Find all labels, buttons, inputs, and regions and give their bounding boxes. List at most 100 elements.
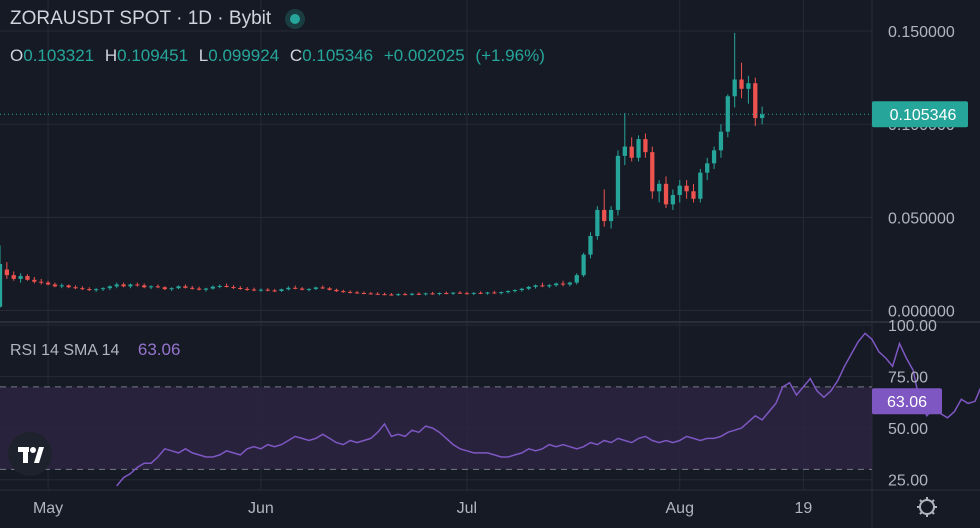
candle-body bbox=[444, 293, 449, 295]
candle-body bbox=[554, 283, 559, 286]
rsi-value: 63.06 bbox=[137, 340, 181, 359]
candle-body bbox=[272, 290, 277, 292]
candle-body bbox=[238, 288, 243, 289]
candle-body bbox=[547, 285, 552, 287]
candle-body bbox=[100, 288, 106, 290]
candle-body bbox=[608, 209, 614, 222]
separator: · bbox=[176, 8, 188, 29]
x-tick-label: Jul bbox=[457, 500, 477, 517]
rsi-line-series bbox=[116, 332, 980, 487]
candle-body bbox=[128, 284, 133, 287]
candle-body bbox=[512, 290, 518, 292]
rsi-label: RSI bbox=[10, 342, 37, 359]
candle-body bbox=[114, 284, 119, 287]
candle-body bbox=[142, 285, 147, 288]
gear-tooth bbox=[919, 499, 923, 503]
candle-body bbox=[574, 275, 579, 283]
candle-body bbox=[93, 289, 99, 291]
candle-body bbox=[190, 287, 195, 289]
candle-body bbox=[32, 279, 37, 282]
rsi-tick-label: 100.00 bbox=[888, 318, 937, 335]
candle-body bbox=[526, 286, 531, 289]
candle-body bbox=[382, 294, 387, 296]
x-tick-label: 19 bbox=[794, 500, 812, 517]
candle-body bbox=[581, 254, 586, 276]
candle-body bbox=[711, 150, 717, 164]
last-price-badge bbox=[872, 101, 968, 128]
candle-body bbox=[423, 293, 428, 295]
candle-body bbox=[162, 287, 167, 290]
candle-body bbox=[45, 282, 51, 285]
candle-body bbox=[670, 195, 676, 205]
candle-body bbox=[286, 287, 291, 290]
x-tick-label: Aug bbox=[666, 500, 694, 517]
candle-body bbox=[293, 287, 298, 289]
candle-body bbox=[203, 288, 209, 290]
gear-icon[interactable] bbox=[917, 497, 937, 517]
candle-body bbox=[354, 292, 360, 294]
candlestick-series bbox=[0, 32, 765, 308]
price-labels: 0.105346 63.06 bbox=[0, 101, 968, 415]
market-status-icon bbox=[290, 13, 301, 24]
candle-body bbox=[155, 286, 161, 288]
candle-body bbox=[59, 285, 64, 287]
candle-body bbox=[306, 288, 312, 290]
candle-body bbox=[224, 285, 229, 288]
candle-body bbox=[361, 293, 367, 295]
candle-body bbox=[66, 285, 71, 288]
candle-body bbox=[320, 287, 325, 289]
candle-body bbox=[265, 289, 270, 291]
candle-body bbox=[334, 289, 339, 292]
candle-body bbox=[135, 284, 140, 286]
candle-body bbox=[107, 286, 112, 289]
high-label: H bbox=[104, 46, 118, 65]
candle-body bbox=[52, 284, 58, 287]
rsi-tick-label: 50.00 bbox=[888, 421, 928, 438]
candle-body bbox=[25, 276, 30, 280]
candle-body bbox=[416, 293, 421, 295]
candle-body bbox=[519, 288, 524, 291]
candle-body bbox=[402, 294, 408, 296]
candle-body bbox=[279, 289, 284, 291]
tradingview-logo-icon[interactable] bbox=[8, 432, 52, 476]
candle-body bbox=[299, 288, 305, 290]
gear-tooth bbox=[919, 511, 923, 515]
rsi-line bbox=[116, 332, 980, 487]
candle-body bbox=[698, 172, 703, 199]
candle-body bbox=[560, 283, 566, 285]
symbol-name[interactable]: ZORAUSDT SPOT bbox=[10, 8, 171, 29]
low-value: 0.099924 bbox=[208, 46, 280, 65]
candle-body bbox=[451, 292, 456, 294]
candle-body bbox=[533, 285, 538, 287]
rsi-tick-label: 75.00 bbox=[888, 370, 928, 387]
low-label: L bbox=[198, 46, 209, 65]
rsi-ma-type: SMA bbox=[63, 342, 98, 359]
candle-body bbox=[80, 288, 85, 290]
candle-body bbox=[629, 146, 634, 158]
candle-body bbox=[258, 289, 264, 291]
candle-body bbox=[18, 276, 23, 279]
candle-body bbox=[196, 288, 202, 290]
candle-body bbox=[595, 209, 600, 237]
candle-body bbox=[499, 292, 504, 294]
rsi-length: 14 bbox=[41, 342, 59, 359]
candle-body bbox=[457, 292, 463, 294]
candle-body bbox=[148, 286, 154, 288]
candle-body bbox=[348, 291, 353, 293]
candle-body bbox=[705, 163, 710, 173]
candle-body bbox=[636, 139, 641, 158]
rsi-value-label: 63.06 bbox=[887, 394, 927, 411]
candle-body bbox=[341, 291, 346, 293]
candle-body bbox=[471, 292, 476, 294]
candle-body bbox=[464, 293, 470, 295]
rsi-legend[interactable]: RSI 14 SMA 14 63.06 bbox=[10, 340, 180, 360]
interval-label[interactable]: 1D bbox=[187, 8, 213, 29]
candle-body bbox=[217, 285, 222, 287]
candle-body bbox=[409, 293, 415, 295]
close-label: C bbox=[289, 46, 303, 65]
candle-body bbox=[11, 275, 16, 279]
candle-body bbox=[0, 263, 3, 307]
candle-body bbox=[602, 209, 607, 222]
candle-body bbox=[588, 236, 593, 255]
